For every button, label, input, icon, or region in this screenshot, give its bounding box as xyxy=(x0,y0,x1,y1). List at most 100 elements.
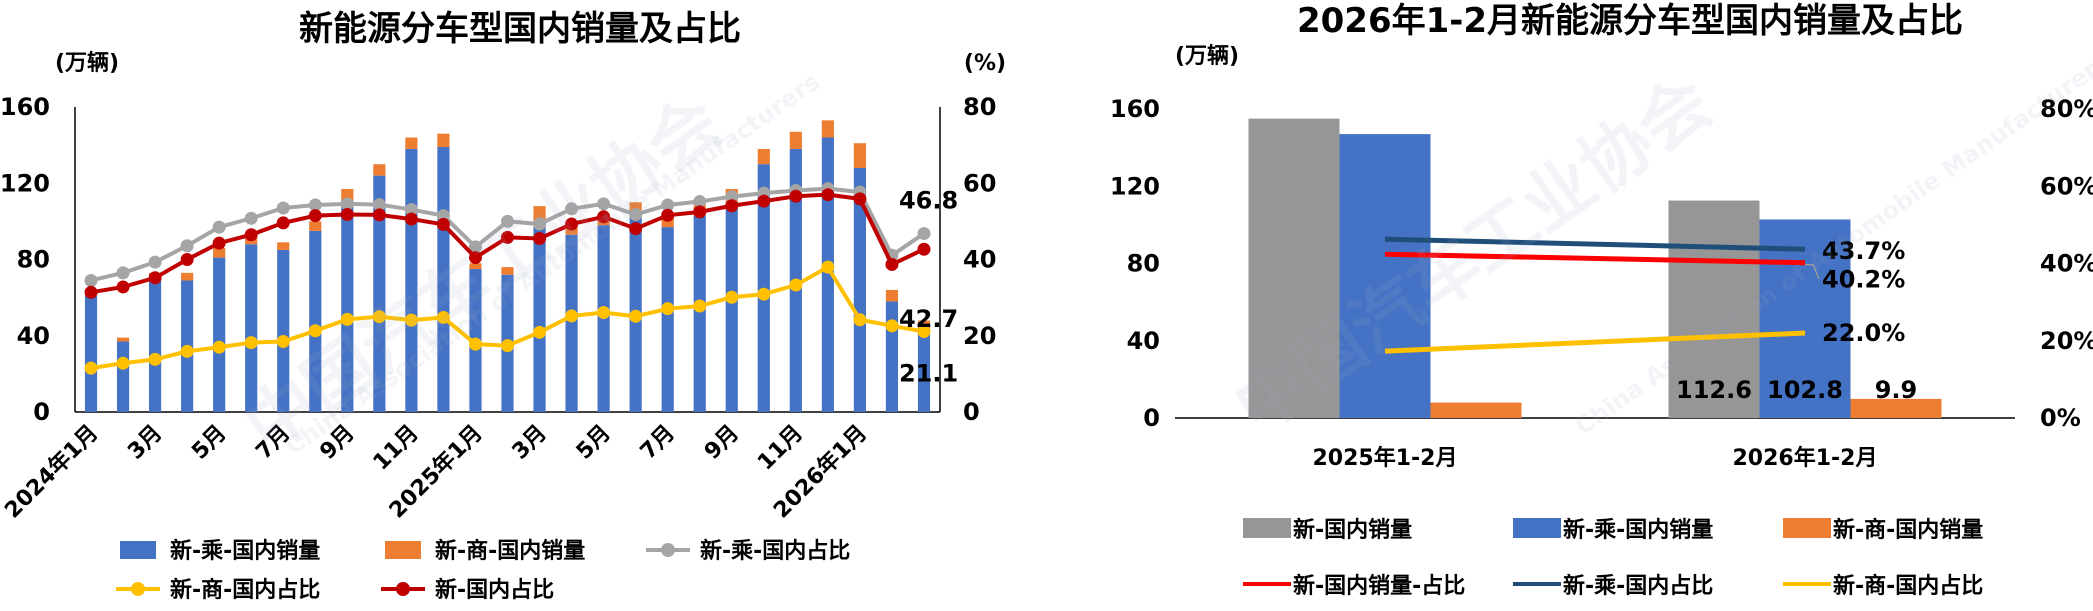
left-x-tick-label: 3月 xyxy=(508,421,552,465)
left-bar-passenger xyxy=(373,175,386,412)
left-line-passenger-share-point xyxy=(212,220,226,234)
right-label-passenger-share: 43.7% xyxy=(1822,237,1905,265)
left-line-commercial-share-point xyxy=(789,278,803,292)
right-bar-total xyxy=(1668,200,1760,418)
left-line-total-share-point xyxy=(757,194,771,208)
left-bar-passenger xyxy=(437,147,450,412)
left-bar-commercial xyxy=(533,206,546,222)
left-bar-commercial xyxy=(469,263,482,270)
left-y-tick-label: 80 xyxy=(17,246,50,274)
right-x-category-label: 2026年1-2月 xyxy=(1733,445,1878,471)
left-line-total-share-point xyxy=(308,209,322,223)
left-line-total-share-point xyxy=(917,242,931,256)
left-bar-commercial xyxy=(789,131,802,149)
left-bar-commercial xyxy=(885,290,899,302)
left-line-total-share-point xyxy=(885,257,899,271)
left-chart-title: 新能源分车型国内销量及占比 xyxy=(299,9,741,49)
left-bar-commercial xyxy=(373,164,386,176)
left-bar-commercial xyxy=(405,137,418,149)
left-x-tick-label: 2024年1月 xyxy=(0,420,103,524)
left-bar-passenger xyxy=(277,249,290,412)
left-line-passenger-share-point xyxy=(180,239,194,253)
left-legend-label: 新-国内占比 xyxy=(435,577,554,603)
left-legend-marker xyxy=(396,582,410,596)
right-y-tick-label: 80 xyxy=(1127,250,1160,278)
right-legend-label: 新-商-国内销量 xyxy=(1833,517,1983,543)
left-line-commercial-share-point xyxy=(340,312,354,326)
left-line-passenger-share-point xyxy=(629,208,643,222)
left-line-passenger-share-point xyxy=(340,197,354,211)
left-legend-label: 新-商-国内占比 xyxy=(170,577,320,603)
right-legend-label: 新-国内销量-占比 xyxy=(1293,573,1465,599)
left-line-passenger-share-point xyxy=(597,197,611,211)
left-line-passenger-share-point xyxy=(533,217,547,231)
left-bar-passenger xyxy=(661,227,674,412)
left-y-tick-label: 120 xyxy=(0,169,50,197)
left-label-commercial-share: 21.1 xyxy=(899,360,958,388)
right-y2-tick-label: 0% xyxy=(2040,404,2081,432)
left-y-tick-label: 0 xyxy=(33,398,50,426)
left-line-commercial-share-point xyxy=(885,319,899,333)
left-line-total-share-point xyxy=(404,212,418,226)
left-line-total-share-point xyxy=(821,188,835,202)
left-bar-passenger xyxy=(917,333,931,412)
right-bar-passenger-label: 102.8 xyxy=(1767,376,1843,404)
left-line-passenger-share-point xyxy=(116,266,130,280)
left-bar-passenger xyxy=(565,234,578,412)
left-line-commercial-share-point xyxy=(821,260,835,274)
right-y-tick-label: 40 xyxy=(1127,327,1160,355)
left-legend-swatch xyxy=(385,541,421,559)
left-line-commercial-share-point xyxy=(372,310,386,324)
left-bar-passenger xyxy=(341,200,354,412)
left-bar-passenger xyxy=(405,148,418,412)
left-bar-commercial xyxy=(501,267,514,275)
left-line-total-share-point xyxy=(629,222,643,236)
left-line-commercial-share-point xyxy=(725,290,739,304)
left-bar-passenger xyxy=(821,137,834,412)
left-bar-commercial xyxy=(309,221,322,231)
left-bar-commercial xyxy=(181,272,194,281)
left-line-commercial-share-point xyxy=(757,287,771,301)
left-line-commercial-share-point xyxy=(501,339,514,353)
right-bar-passenger xyxy=(1759,219,1851,418)
left-line-total-share-point xyxy=(468,251,482,265)
left-y2-tick-label: 80 xyxy=(963,93,996,121)
left-line-passenger-share-point xyxy=(693,195,707,209)
left-legend-label: 新-乘-国内占比 xyxy=(700,538,850,564)
right-legend-swatch xyxy=(1243,518,1291,538)
left-line-commercial-share-point xyxy=(212,340,226,354)
right-bar-total xyxy=(1248,118,1340,418)
left-line-commercial-share-point xyxy=(629,309,643,323)
right-legend-label: 新-商-国内占比 xyxy=(1833,573,1983,599)
right-line-commercial-share xyxy=(1384,330,1806,354)
left-label-passenger-share: 46.8 xyxy=(899,187,958,215)
left-y2-tick-label: 60 xyxy=(963,169,996,197)
right-y2-tick-label: 60% xyxy=(2040,172,2093,200)
left-line-passenger-share-point xyxy=(244,211,258,225)
left-bar-passenger xyxy=(309,230,322,412)
left-bar-passenger xyxy=(725,202,738,412)
right-bar-commercial xyxy=(1850,398,1942,418)
left-x-tick-label: 3月 xyxy=(123,421,167,465)
left-bar-passenger xyxy=(533,221,546,412)
right-legend-label: 新-乘-国内占比 xyxy=(1563,573,1713,599)
left-line-total-share-point xyxy=(436,217,450,231)
left-line-passenger-share-point xyxy=(84,273,98,287)
right-legend-swatch xyxy=(1783,518,1831,538)
left-y2-tick-label: 0 xyxy=(963,398,980,426)
left-line-commercial-share-point xyxy=(693,299,707,313)
left-bar-passenger xyxy=(116,341,130,412)
right-y-tick-label: 160 xyxy=(1110,95,1160,123)
left-line-commercial-share-point xyxy=(661,302,675,316)
left-bar-commercial xyxy=(277,242,290,250)
left-line-commercial-share-point xyxy=(244,336,258,350)
left-line-commercial-share-point xyxy=(597,305,611,319)
left-line-total-share-point xyxy=(340,208,354,222)
left-line-passenger-share-point xyxy=(404,203,418,217)
left-line-total-share-point xyxy=(84,285,98,299)
left-line-total-share-point xyxy=(661,208,675,222)
left-line-passenger-share-point xyxy=(148,255,162,269)
left-bar-passenger xyxy=(84,295,98,412)
